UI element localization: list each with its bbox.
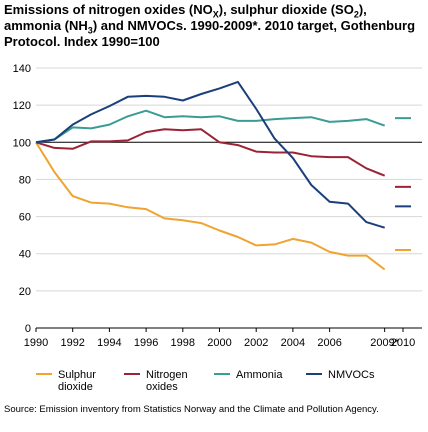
series-line-nitrogen-oxides: [35, 128, 386, 177]
series-lines: [35, 80, 386, 271]
chart-title: Emissions of nitrogen oxides (NOX), sulp…: [4, 2, 416, 49]
x-axis-ticks: 1990 1992 1994 1996 1998 2000 2002 2004 2006 2009…: [24, 328, 415, 349]
y-tick-label: 20: [19, 286, 31, 298]
legend-label: dioxide: [58, 381, 93, 393]
x-tick-label: 1992: [60, 337, 84, 349]
legend-label: Ammonia: [236, 369, 283, 381]
x-tick-label: 2004: [281, 337, 305, 349]
x-tick-label: 2006: [317, 337, 341, 349]
legend-label: NMVOCs: [328, 369, 375, 381]
target-markers: [395, 117, 411, 251]
y-tick-label: 60: [19, 212, 31, 224]
x-tick-label: 2009*: [370, 337, 399, 349]
line-chart: 0 20 40 60 80 100 120 140 1990 1992 1994 1996 1998 2…: [13, 63, 422, 393]
x-tick-label: 2010: [391, 337, 415, 349]
legend-label: oxides: [146, 381, 178, 393]
x-tick-label: 1990: [24, 337, 48, 349]
legend-label: Nitrogen: [146, 369, 188, 381]
y-axis-ticks: 0 20 40 60 80 100 120 140: [13, 63, 31, 335]
gridlines: [36, 67, 422, 329]
y-tick-label: 40: [19, 249, 31, 261]
y-tick-label: 0: [25, 323, 31, 335]
x-tick-label: 1994: [97, 337, 121, 349]
y-tick-label: 120: [13, 100, 31, 112]
legend-label: Sulphur: [58, 369, 96, 381]
series-line-sulphur-dioxide: [35, 141, 386, 271]
x-tick-label: 2002: [244, 337, 268, 349]
series-line-nmvocs: [35, 80, 385, 229]
y-tick-label: 100: [13, 137, 31, 149]
y-tick-label: 80: [19, 174, 31, 186]
x-tick-label: 1998: [171, 337, 195, 349]
y-tick-label: 140: [13, 63, 31, 75]
x-tick-label: 2000: [207, 337, 231, 349]
series-line-ammonia: [35, 109, 386, 144]
x-tick-label: 1996: [134, 337, 158, 349]
source-note: Source: Emission inventory from Statisti…: [4, 404, 379, 415]
